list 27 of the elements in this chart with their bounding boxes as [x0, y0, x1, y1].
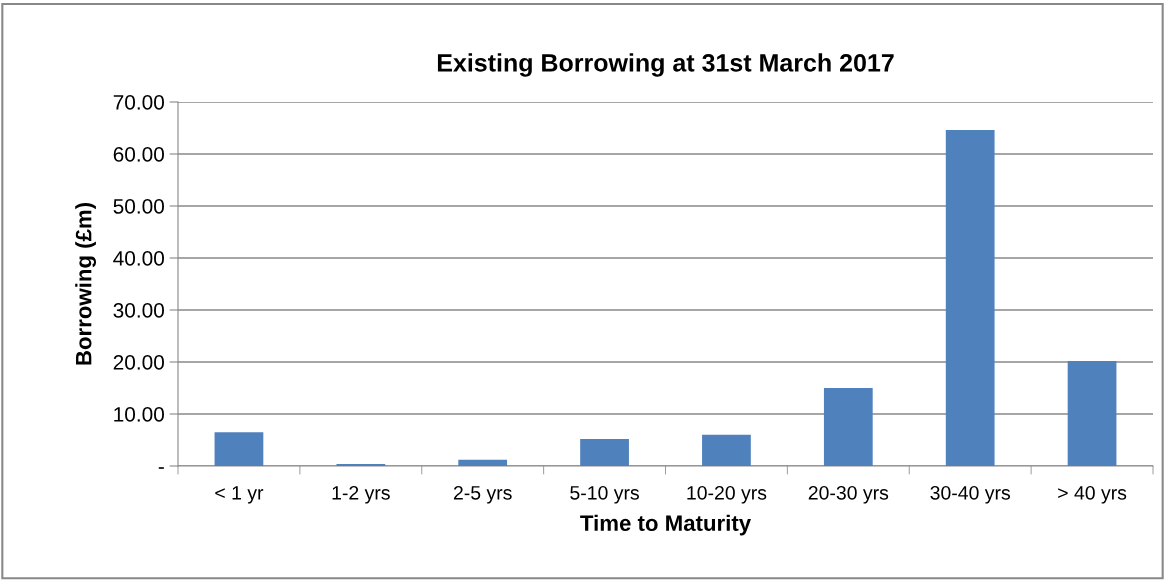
y-tick-label: 40.00 [113, 251, 164, 266]
y-tick-label: - [158, 467, 164, 469]
y-axis-title: Borrowing (£m) [75, 203, 97, 365]
bar [580, 438, 629, 466]
y-tick-label: 50.00 [113, 199, 164, 214]
x-tick-label: 10-20 yrs [687, 485, 767, 504]
x-tick-label: 1-2 yrs [332, 485, 390, 504]
x-tick-label: 2-5 yrs [453, 485, 512, 504]
bar [1067, 360, 1117, 466]
y-tick-label: 60.00 [113, 147, 164, 162]
y-tick-label: 30.00 [113, 303, 164, 318]
x-tick-label: > 40 yrs [1058, 485, 1127, 504]
bar [823, 388, 873, 466]
x-axis-title: Time to Maturity [580, 514, 751, 536]
x-tick-label: 5-10 yrs [570, 485, 639, 504]
x-tick-label: 20-30 yrs [808, 485, 889, 504]
x-tick-label: 30-40 yrs [930, 485, 1011, 504]
bar [336, 463, 386, 466]
bar [458, 459, 508, 466]
chart-title: Existing Borrowing at 31st March 2017 [437, 53, 894, 77]
bar [702, 434, 751, 466]
bar [945, 130, 995, 466]
bar [214, 432, 264, 466]
x-tick-label: < 1 yr [215, 486, 264, 504]
y-tick-label: 10.00 [114, 407, 164, 422]
y-tick-label: 70.00 [113, 95, 164, 110]
y-tick-label: 20.00 [113, 355, 164, 370]
